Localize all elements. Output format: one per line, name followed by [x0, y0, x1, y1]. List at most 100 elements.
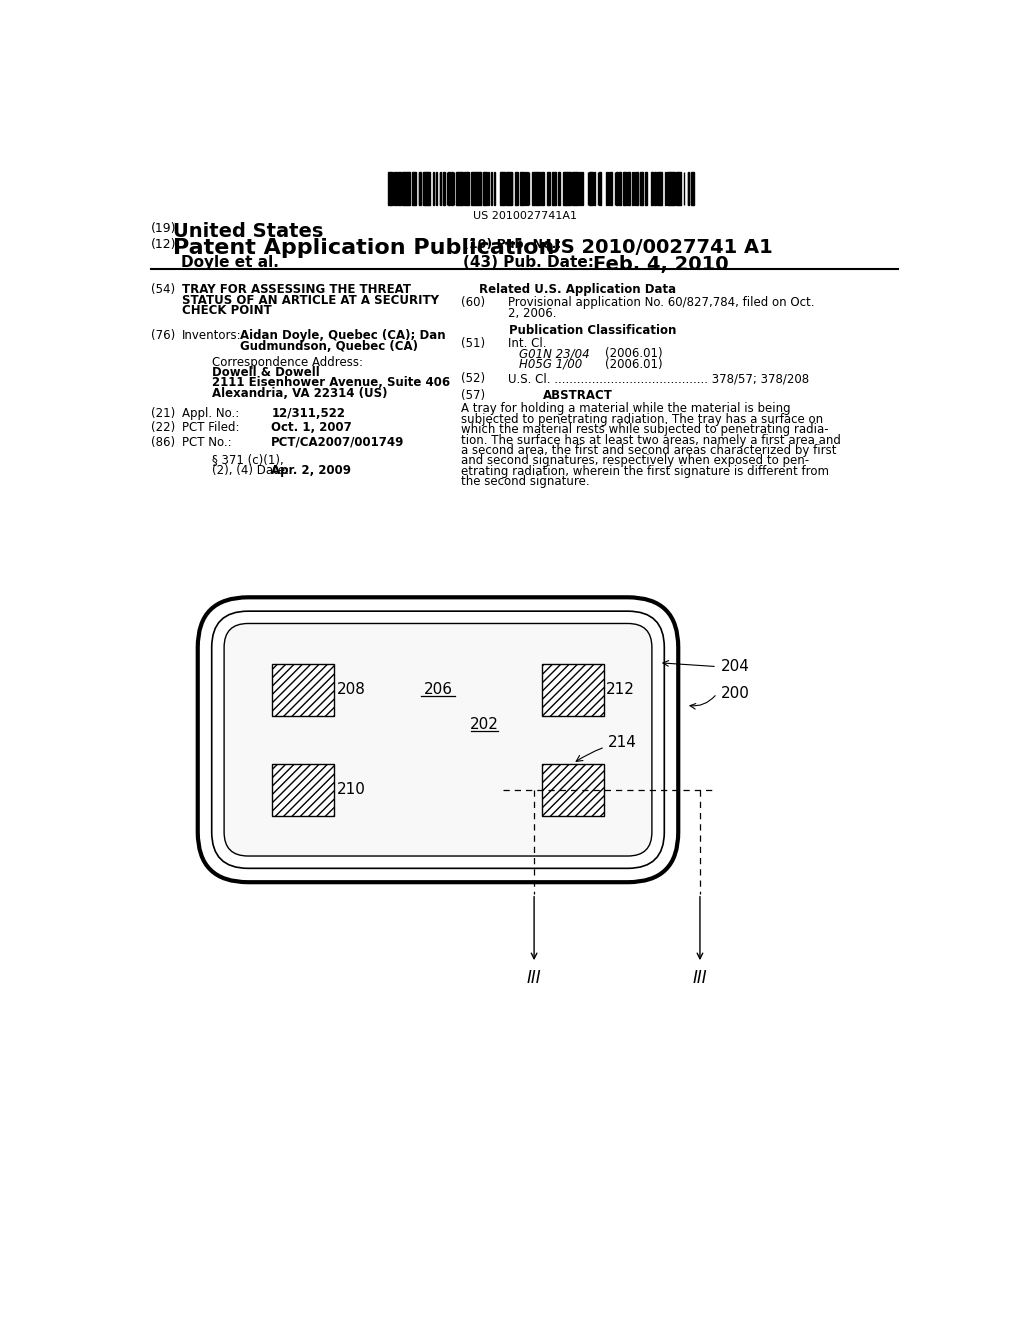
- Text: Doyle et al.: Doyle et al.: [180, 256, 279, 271]
- Bar: [452, 173, 453, 205]
- Bar: [636, 173, 637, 205]
- Bar: [679, 173, 681, 205]
- Bar: [640, 173, 642, 205]
- Bar: [547, 173, 549, 205]
- Text: tion. The surface has at least two areas, namely a first area and: tion. The surface has at least two areas…: [461, 434, 841, 446]
- Bar: [554, 173, 555, 205]
- Text: 214: 214: [577, 735, 637, 762]
- Bar: [473, 173, 474, 205]
- Bar: [516, 173, 518, 205]
- Text: subjected to penetrating radiation. The tray has a surface on: subjected to penetrating radiation. The …: [461, 413, 823, 426]
- Bar: [449, 173, 451, 205]
- Text: Publication Classification: Publication Classification: [509, 323, 677, 337]
- Text: G01N 23/04: G01N 23/04: [519, 347, 590, 360]
- Text: (54): (54): [152, 284, 175, 296]
- Text: (19): (19): [152, 222, 177, 235]
- Bar: [565, 173, 566, 205]
- Text: Alexandria, VA 22314 (US): Alexandria, VA 22314 (US): [212, 387, 387, 400]
- Text: 212: 212: [606, 682, 635, 697]
- Bar: [407, 173, 408, 205]
- Bar: [542, 763, 604, 816]
- Text: Aidan Doyle, Quebec (CA); Dan: Aidan Doyle, Quebec (CA); Dan: [241, 330, 446, 342]
- Text: CHECK POINT: CHECK POINT: [182, 304, 272, 317]
- Bar: [420, 173, 421, 205]
- Bar: [401, 173, 403, 205]
- Text: U.S. Cl. ......................................... 378/57; 378/208: U.S. Cl. ...............................…: [508, 372, 809, 385]
- Bar: [652, 173, 653, 205]
- Bar: [388, 173, 390, 205]
- Text: (52): (52): [461, 372, 485, 385]
- Text: H05G 1/00: H05G 1/00: [519, 358, 583, 371]
- Bar: [510, 173, 512, 205]
- Text: 12/311,522: 12/311,522: [271, 407, 345, 420]
- Text: 204: 204: [721, 659, 750, 675]
- Text: 200: 200: [721, 686, 750, 701]
- Bar: [535, 173, 536, 205]
- Bar: [599, 173, 601, 205]
- Bar: [572, 173, 573, 205]
- Bar: [559, 173, 560, 205]
- Bar: [506, 173, 508, 205]
- Bar: [538, 173, 540, 205]
- Bar: [591, 173, 593, 205]
- Text: (76): (76): [152, 330, 175, 342]
- Text: 210: 210: [337, 783, 366, 797]
- Bar: [409, 173, 410, 205]
- Bar: [671, 173, 672, 205]
- Text: (21): (21): [152, 407, 175, 420]
- Text: TRAY FOR ASSESSING THE THREAT: TRAY FOR ASSESSING THE THREAT: [182, 284, 412, 296]
- Text: Appl. No.:: Appl. No.:: [182, 407, 240, 420]
- Text: PCT/CA2007/001749: PCT/CA2007/001749: [271, 436, 404, 449]
- Text: 206: 206: [424, 682, 453, 697]
- FancyBboxPatch shape: [224, 623, 652, 857]
- Text: Oct. 1, 2007: Oct. 1, 2007: [271, 421, 352, 434]
- Text: Apr. 2, 2009: Apr. 2, 2009: [271, 463, 351, 477]
- Bar: [272, 763, 334, 816]
- FancyBboxPatch shape: [198, 598, 678, 882]
- Bar: [657, 173, 658, 205]
- Bar: [414, 173, 415, 205]
- Bar: [272, 664, 334, 715]
- Text: 2111 Eisenhower Avenue, Suite 406: 2111 Eisenhower Avenue, Suite 406: [212, 376, 450, 389]
- FancyBboxPatch shape: [212, 611, 665, 869]
- Text: (12): (12): [152, 238, 177, 251]
- Text: Dowell & Dowell: Dowell & Dowell: [212, 366, 319, 379]
- Text: (2006.01): (2006.01): [604, 347, 663, 360]
- Text: Int. Cl.: Int. Cl.: [508, 337, 546, 350]
- Text: III: III: [526, 969, 542, 987]
- Text: 202: 202: [470, 717, 499, 731]
- Bar: [490, 173, 493, 205]
- Bar: [521, 173, 524, 205]
- Text: the second signature.: the second signature.: [461, 475, 590, 488]
- Bar: [443, 173, 445, 205]
- Bar: [502, 173, 503, 205]
- Bar: [667, 173, 669, 205]
- Text: US 2010/0027741 A1: US 2010/0027741 A1: [545, 238, 773, 256]
- Text: Patent Application Publication: Patent Application Publication: [173, 238, 554, 257]
- Bar: [654, 173, 655, 205]
- Text: Inventors:: Inventors:: [182, 330, 242, 342]
- Bar: [542, 664, 604, 715]
- Text: (22): (22): [152, 421, 175, 434]
- Bar: [627, 173, 629, 205]
- Text: a second area, the first and second areas characterized by first: a second area, the first and second area…: [461, 444, 837, 457]
- Text: United States: United States: [173, 222, 324, 240]
- Text: A tray for holding a material while the material is being: A tray for holding a material while the …: [461, 403, 791, 416]
- Text: STATUS OF AN ARTICLE AT A SECURITY: STATUS OF AN ARTICLE AT A SECURITY: [182, 293, 439, 306]
- Text: Related U.S. Application Data: Related U.S. Application Data: [479, 284, 676, 296]
- Bar: [474, 173, 476, 205]
- Text: Gudmundson, Quebec (CA): Gudmundson, Quebec (CA): [241, 339, 419, 352]
- Bar: [607, 173, 609, 205]
- Bar: [467, 173, 469, 205]
- Text: Correspondence Address:: Correspondence Address:: [212, 355, 362, 368]
- Text: (51): (51): [461, 337, 485, 350]
- Bar: [532, 173, 535, 205]
- Bar: [642, 173, 643, 205]
- Bar: [579, 173, 581, 205]
- Text: (2), (4) Date:: (2), (4) Date:: [212, 463, 289, 477]
- Bar: [425, 173, 426, 205]
- Text: Provisional application No. 60/827,784, filed on Oct.: Provisional application No. 60/827,784, …: [508, 296, 814, 309]
- Bar: [494, 173, 496, 205]
- Bar: [567, 173, 569, 205]
- Bar: [541, 173, 543, 205]
